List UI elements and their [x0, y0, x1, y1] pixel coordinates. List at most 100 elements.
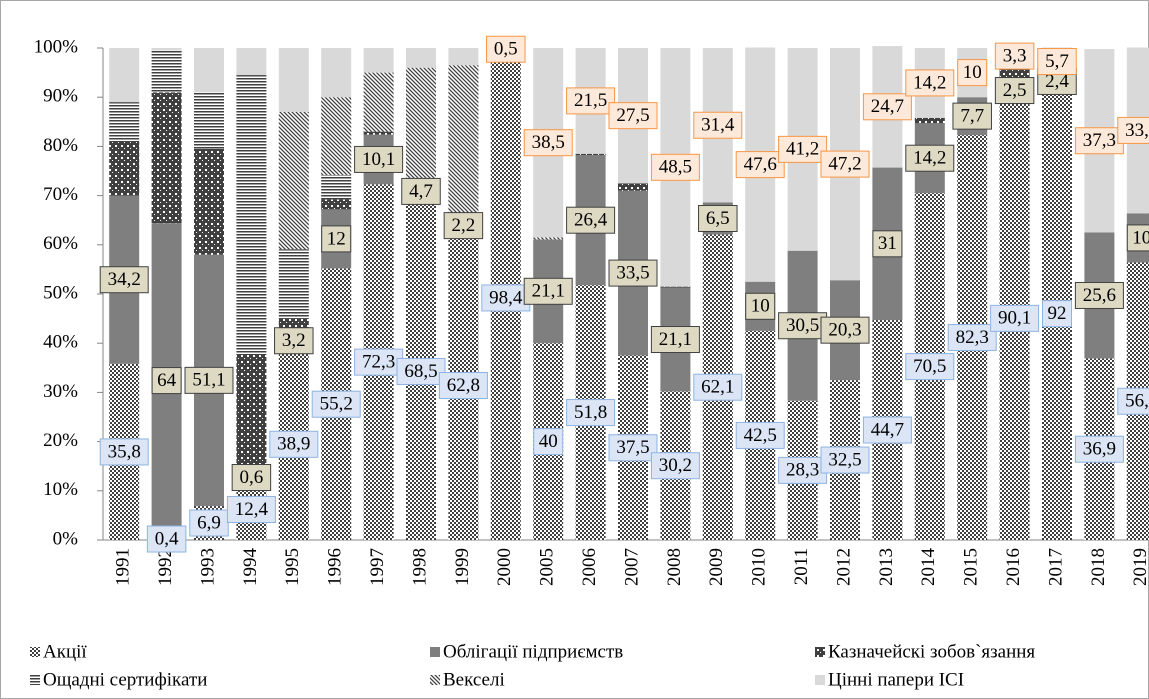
x-tick-label: 1994 [240, 548, 261, 587]
data-label-box [1117, 387, 1149, 415]
data-label-box [99, 438, 149, 466]
data-label: 0,5 [494, 39, 518, 60]
x-tick-label: 1992 [155, 548, 176, 586]
data-label: 47,6 [744, 154, 777, 175]
data-label: 68,5 [404, 361, 437, 382]
bar-segment [109, 141, 140, 196]
bar-segment [236, 355, 267, 477]
data-label: 62,1 [701, 377, 734, 398]
bar-segment [575, 153, 606, 156]
data-label: 44,7 [871, 419, 904, 440]
data-label-box [778, 135, 828, 163]
data-label-box [608, 259, 658, 287]
data-label: 37,3 [1083, 130, 1116, 151]
x-tick-label: 2017 [1045, 548, 1066, 586]
data-label-box [184, 366, 234, 394]
data-label: 38,5 [532, 132, 565, 153]
bar-segment [363, 48, 394, 73]
data-label: 0,6 [240, 467, 264, 488]
data-label: 4,7 [409, 181, 433, 202]
x-tick-label: 2009 [706, 548, 727, 586]
data-label-box [1037, 48, 1077, 76]
bar-segment [660, 286, 691, 288]
x-tick-label: 2018 [1088, 548, 1109, 586]
data-label-box [693, 373, 743, 401]
data-label-box [1117, 116, 1149, 144]
data-label-box [1074, 281, 1124, 309]
data-label: 90,1 [998, 308, 1031, 329]
data-label-box [443, 212, 484, 240]
data-label: 14,2 [913, 148, 946, 169]
data-label-box [957, 59, 988, 87]
x-tick-label: 2007 [621, 548, 642, 586]
y-tick-label: 40% [43, 332, 78, 353]
data-label-box [1042, 300, 1072, 328]
data-label-box [1074, 127, 1124, 155]
data-label: 40 [539, 431, 558, 452]
bar-segment [321, 48, 352, 98]
bar-segment [278, 111, 309, 250]
data-label: 33,5 [616, 262, 649, 283]
data-label-box [735, 151, 785, 179]
data-label-box [994, 77, 1035, 105]
data-label-box [698, 204, 738, 232]
legend-label: Акції [43, 641, 87, 662]
data-label-box [566, 399, 616, 427]
y-tick-label: 80% [43, 135, 78, 156]
data-label: 12 [327, 228, 346, 249]
data-label: 5,7 [1045, 51, 1069, 72]
data-label-box [523, 129, 573, 157]
data-label-box [947, 324, 997, 352]
legend-label: Облігації підприємств [443, 641, 623, 662]
data-label-box [226, 495, 276, 523]
x-tick-label: 1998 [409, 548, 430, 586]
data-label: 25,6 [1083, 285, 1116, 306]
data-label: 37,5 [616, 437, 649, 458]
x-tick-label: 1999 [452, 548, 473, 586]
data-label: 36,9 [1083, 439, 1116, 460]
data-label: 51,8 [574, 402, 607, 423]
data-label: 6,5 [706, 208, 730, 229]
x-tick-label: 1993 [197, 548, 218, 586]
legend-label: Цінні папери ІСІ [828, 669, 964, 690]
data-label: 92 [1048, 303, 1067, 324]
data-label-box [735, 421, 785, 449]
bar-segment [363, 72, 394, 132]
bar-segment [321, 174, 352, 200]
x-tick-label: 2015 [961, 548, 982, 586]
data-label: 26,4 [574, 210, 608, 231]
data-label-box [269, 430, 319, 458]
bar-segment [236, 48, 267, 76]
bar-segment [236, 75, 267, 356]
data-label: 32,5 [828, 449, 861, 470]
legend-label: Векселі [443, 669, 505, 690]
data-label: 7,7 [960, 106, 984, 127]
data-label: 27,5 [616, 105, 649, 126]
data-label: 55,2 [320, 394, 353, 415]
data-label: 51,1 [192, 370, 225, 391]
data-label-box [872, 230, 903, 258]
data-label: 28,3 [786, 460, 819, 481]
bar-segment [194, 48, 224, 93]
data-label-box [1074, 435, 1124, 463]
y-tick-label: 30% [43, 381, 78, 402]
data-label: 6,9 [197, 512, 221, 533]
data-label-box [99, 266, 149, 294]
data-label-box [820, 150, 870, 178]
x-tick-label: 2014 [918, 548, 939, 587]
data-label-box [189, 509, 229, 537]
data-label: 33,7 [1125, 120, 1149, 141]
bar-segment [194, 148, 224, 255]
y-tick-label: 0% [53, 528, 79, 549]
data-label-box [608, 434, 658, 462]
legend-swatch [30, 675, 40, 685]
data-label: 12,4 [235, 499, 269, 520]
data-label-box [486, 35, 526, 63]
x-tick-label: 2008 [664, 548, 685, 586]
bar-segment [533, 237, 564, 240]
data-label: 21,1 [659, 329, 692, 350]
data-label: 35,8 [108, 441, 141, 462]
x-tick-label: 1991 [113, 548, 134, 586]
bar-segment [321, 199, 352, 210]
data-label-box [274, 327, 314, 355]
